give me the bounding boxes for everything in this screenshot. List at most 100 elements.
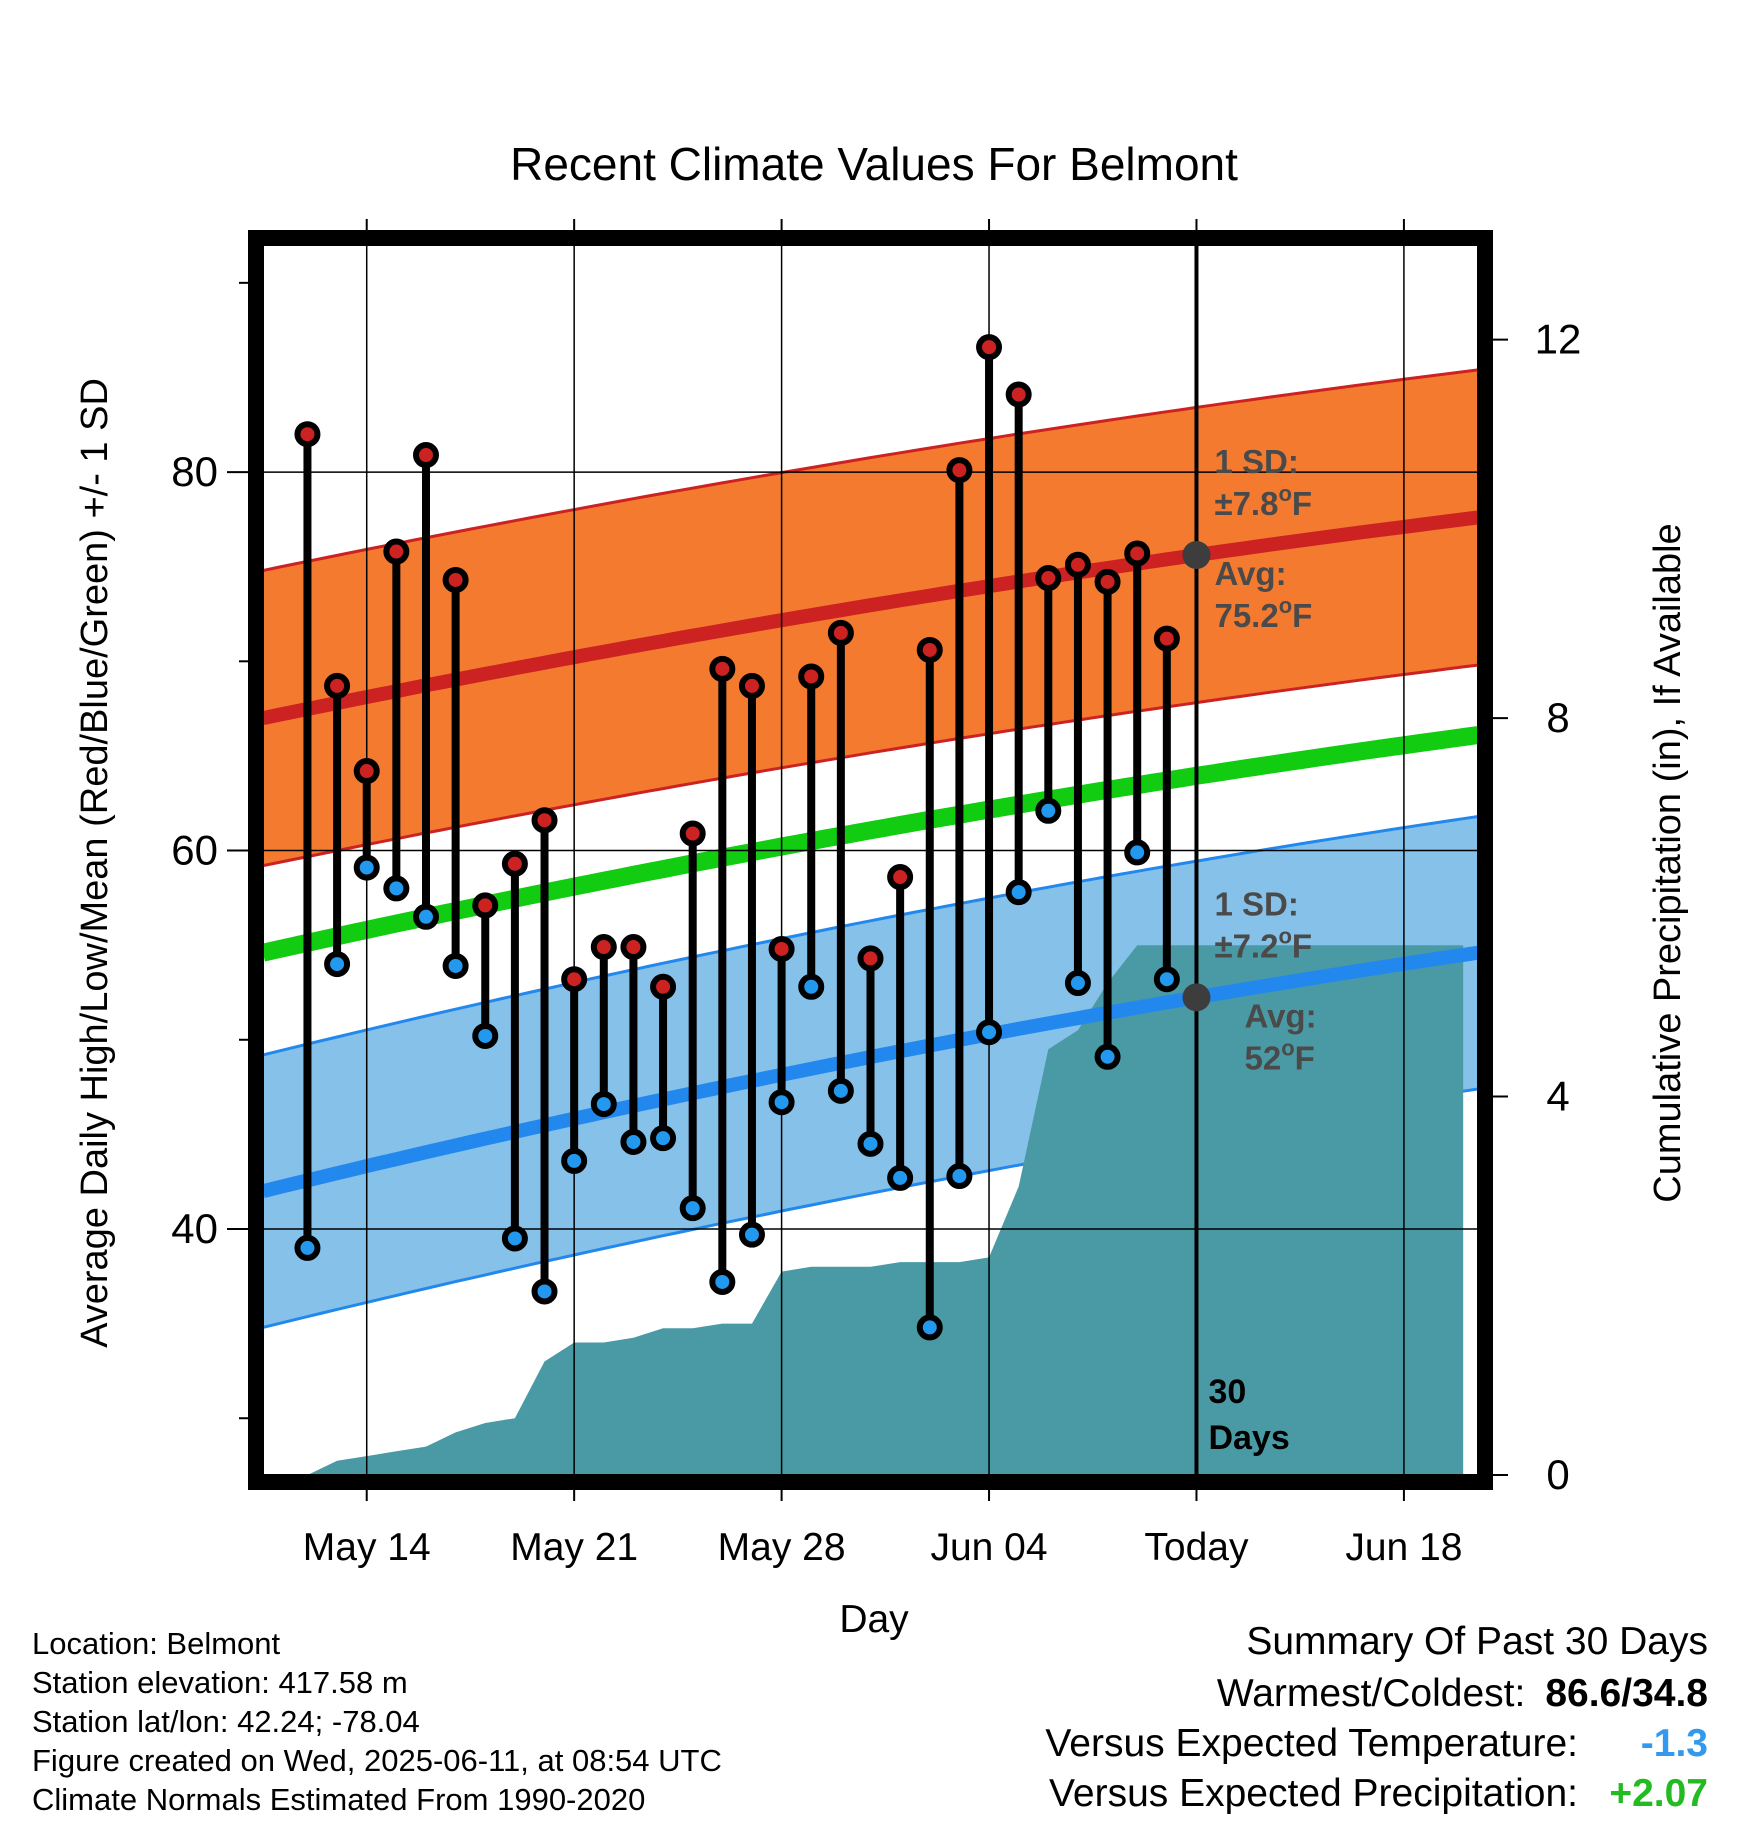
x-tick-label: May 14 bbox=[303, 1526, 431, 1569]
high-point bbox=[650, 973, 677, 1000]
x-tick-label: Jun 04 bbox=[930, 1526, 1047, 1569]
high-point bbox=[501, 850, 528, 877]
footer-elevation: Station elevation: 417.58 m bbox=[32, 1665, 408, 1700]
high-point bbox=[1005, 381, 1032, 408]
low-point bbox=[857, 1130, 884, 1157]
high-point bbox=[383, 538, 410, 565]
period-word: Days bbox=[1208, 1419, 1289, 1457]
high-point bbox=[887, 864, 914, 891]
low-point bbox=[353, 854, 380, 881]
high-point bbox=[1064, 551, 1091, 578]
high-point bbox=[1035, 565, 1062, 592]
high-point bbox=[679, 820, 706, 847]
high-point bbox=[709, 655, 736, 682]
low-point bbox=[916, 1314, 943, 1341]
high-point bbox=[976, 334, 1003, 361]
y-axis-left-label: Average Daily High/Low/Mean (Red/Blue/Gr… bbox=[74, 378, 116, 1348]
low-point bbox=[798, 973, 825, 1000]
low-point bbox=[650, 1125, 677, 1152]
high-avg-label: Avg: bbox=[1214, 555, 1286, 592]
high-point bbox=[590, 934, 617, 961]
summary-temp-value: -1.3 bbox=[1640, 1722, 1708, 1765]
low-point bbox=[590, 1091, 617, 1118]
high-sd-value: ±7.8oF bbox=[1214, 481, 1312, 522]
high-point bbox=[857, 945, 884, 972]
summary-temp: Versus Expected Temperature: -1.3 bbox=[1045, 1722, 1708, 1766]
low-point bbox=[383, 875, 410, 902]
low-point bbox=[827, 1077, 854, 1104]
mean-normal-line bbox=[263, 726, 1478, 962]
low-point bbox=[768, 1089, 795, 1116]
high-sd-lower-line bbox=[263, 663, 1478, 868]
low-avg-label: Avg: bbox=[1244, 997, 1316, 1034]
low-point bbox=[1064, 970, 1091, 996]
low-avg-value: 52oF bbox=[1244, 1035, 1314, 1076]
high-point bbox=[916, 636, 943, 663]
high-point bbox=[294, 421, 321, 448]
low-point bbox=[887, 1164, 914, 1191]
summary-warm-cold-label: Warmest/Coldest: bbox=[1216, 1672, 1526, 1715]
high-point bbox=[412, 442, 439, 469]
footer-created: Figure created on Wed, 2025-06-11, at 08… bbox=[32, 1743, 722, 1778]
low-point bbox=[1094, 1043, 1121, 1070]
high-point bbox=[353, 758, 380, 785]
high-point bbox=[324, 672, 351, 699]
high-point bbox=[620, 934, 647, 961]
footer-normals: Climate Normals Estimated From 1990-2020 bbox=[32, 1782, 646, 1817]
y-right-tick-label: 8 bbox=[1546, 694, 1569, 741]
summary-precip-value: +2.07 bbox=[1609, 1772, 1708, 1815]
plot-frame bbox=[248, 230, 1493, 1490]
footer-location: Location: Belmont bbox=[32, 1626, 281, 1661]
high-point bbox=[768, 935, 795, 962]
x-tick-label: May 28 bbox=[718, 1526, 846, 1569]
high-point bbox=[1124, 540, 1151, 567]
high-avg-value: 75.2oF bbox=[1214, 593, 1312, 634]
high-sd-label: 1 SD: bbox=[1214, 443, 1298, 480]
summary-warm-cold-value: 86.6/34.8 bbox=[1545, 1672, 1708, 1715]
high-point bbox=[442, 566, 469, 593]
high-point bbox=[531, 807, 558, 834]
y-right-tick-label: 12 bbox=[1535, 316, 1582, 363]
low-point bbox=[946, 1163, 973, 1190]
x-tick-label: May 21 bbox=[510, 1526, 638, 1569]
x-tick-label: Jun 18 bbox=[1345, 1526, 1462, 1569]
summary-temp-label: Versus Expected Temperature: bbox=[1045, 1722, 1578, 1765]
high-normal-line bbox=[263, 510, 1478, 725]
y-left-tick-label: 60 bbox=[171, 827, 218, 874]
y-left-tick-label: 40 bbox=[171, 1205, 218, 1252]
low-point bbox=[1005, 879, 1032, 906]
high-point bbox=[561, 966, 588, 993]
high-point bbox=[1153, 625, 1180, 652]
footer-latlon: Station lat/lon: 42.24; -78.04 bbox=[32, 1704, 420, 1739]
low-point bbox=[472, 1022, 499, 1049]
high-point bbox=[827, 619, 854, 646]
high-point bbox=[472, 892, 499, 919]
low-point bbox=[531, 1278, 558, 1305]
x-axis-label: Day bbox=[839, 1598, 909, 1641]
y-right-tick-label: 4 bbox=[1546, 1073, 1569, 1120]
period-number: 30 bbox=[1208, 1373, 1246, 1411]
low-sd-value: ±7.2oF bbox=[1214, 923, 1312, 964]
low-point bbox=[294, 1234, 321, 1261]
low-point bbox=[976, 1019, 1003, 1046]
low-sd-upper-line bbox=[263, 815, 1478, 1057]
high-point bbox=[1094, 568, 1121, 595]
plot-area bbox=[263, 245, 1478, 1475]
summary-title: Summary Of Past 30 Days bbox=[1246, 1620, 1708, 1663]
low-point bbox=[1035, 797, 1062, 824]
high-point bbox=[738, 672, 765, 699]
low-point bbox=[324, 951, 351, 978]
high-sd-band bbox=[263, 369, 1478, 866]
high-sd-upper-line bbox=[263, 368, 1478, 572]
y-axis-right-label: Cumulative Precipitation (in), If Availa… bbox=[1647, 523, 1689, 1202]
low-point bbox=[709, 1268, 736, 1295]
y-left-tick-label: 80 bbox=[171, 448, 218, 495]
low-avg-marker bbox=[1182, 983, 1211, 1012]
low-point bbox=[442, 952, 469, 979]
high-avg-marker bbox=[1182, 541, 1211, 570]
y-right-tick-label: 0 bbox=[1546, 1451, 1569, 1498]
summary-warm-cold: Warmest/Coldest: 86.6/34.8 bbox=[1217, 1672, 1708, 1716]
low-sd-label: 1 SD: bbox=[1214, 885, 1298, 922]
low-point bbox=[679, 1195, 706, 1222]
